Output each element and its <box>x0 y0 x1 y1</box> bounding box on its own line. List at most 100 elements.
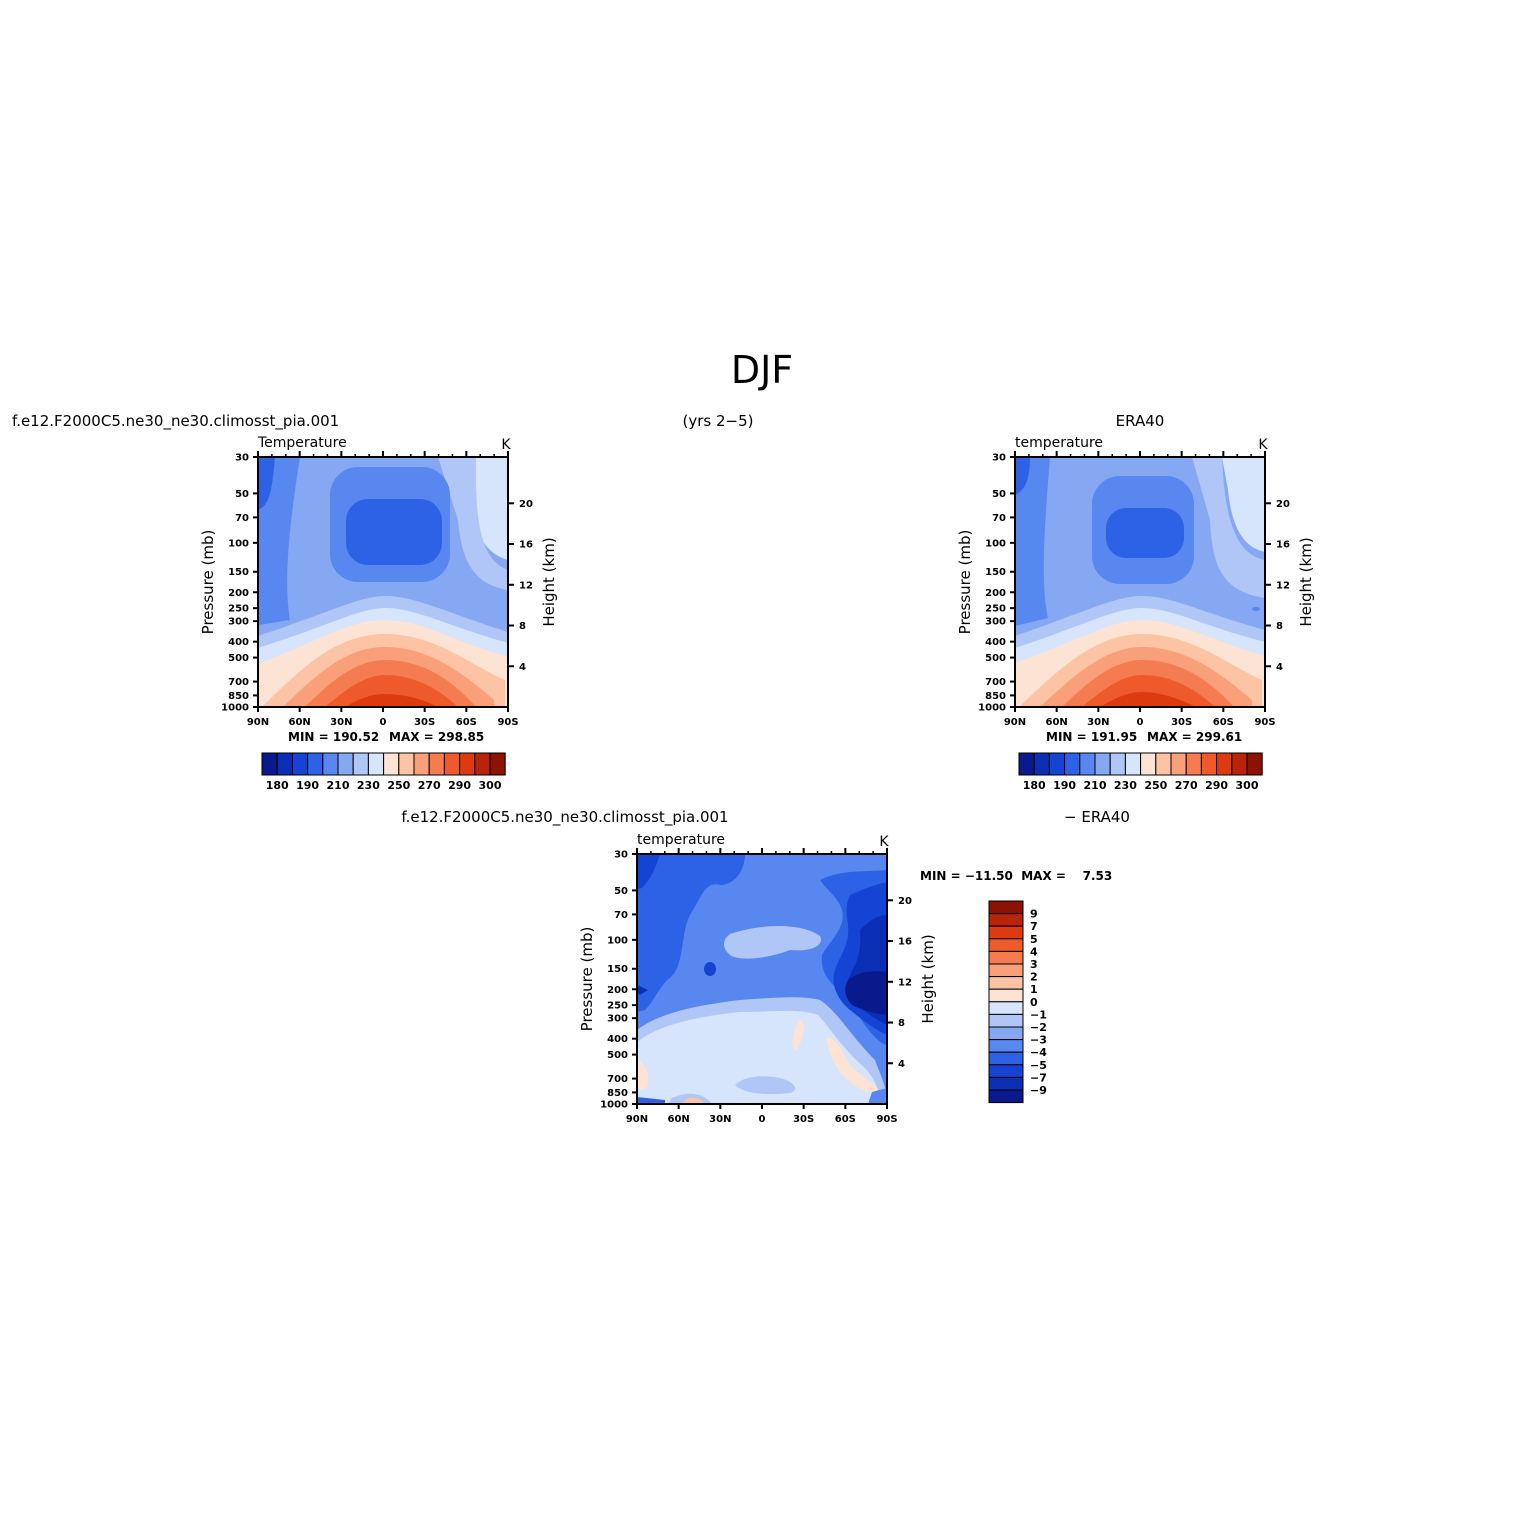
colorbar-label: 0 <box>1030 996 1038 1009</box>
y-tick-label: 400 <box>985 637 1006 648</box>
diff-fill-minus4-sfc <box>637 1097 665 1104</box>
colorbar-label: −3 <box>1030 1034 1047 1047</box>
y-tick-label: 400 <box>607 1034 628 1045</box>
colorbar-label: 190 <box>296 779 319 792</box>
obs-fill-295 <box>1100 692 1196 707</box>
colorbar-label: 7 <box>1030 920 1038 933</box>
model-axes: 90N 60N 30N 0 30S 60S 90S 30 50 70 100 150 200 250 300… <box>221 451 533 728</box>
colorbar-box <box>276 752 293 776</box>
colorbar-box <box>1216 752 1233 776</box>
colorbar-box <box>1018 752 1035 776</box>
model-variable-label: Temperature <box>257 435 347 451</box>
colorbar-box <box>1155 752 1172 776</box>
colorbar-box <box>1231 752 1248 776</box>
y2-tick-label: 16 <box>519 540 533 551</box>
colorbar-box <box>307 752 324 776</box>
obs-fill-speck <box>1252 607 1260 611</box>
obs-header: ERA40 <box>1116 412 1165 430</box>
diff-panel: temperature K 90N 60N 30N 0 30S 60S <box>578 832 1112 1125</box>
colorbar-box <box>459 752 476 776</box>
obs-variable-label: temperature <box>1015 435 1103 451</box>
y-tick-label: 150 <box>607 964 628 975</box>
y-tick-label: 500 <box>228 653 249 664</box>
y-tick-label: 850 <box>985 691 1006 702</box>
model-fill-200-west <box>258 457 275 510</box>
colorbar-box <box>988 1076 1024 1091</box>
colorbar-label: 300 <box>1236 779 1259 792</box>
y-tick-label: 700 <box>228 677 249 688</box>
diff-fill-minus4-west <box>637 854 745 1012</box>
x-tick-label: 90N <box>247 717 269 728</box>
colorbar-box <box>1140 752 1157 776</box>
x-tick-label: 0 <box>759 1114 766 1125</box>
x-tick-label: 30N <box>330 717 352 728</box>
model-panel: Temperature K 90N 60N 30N 0 30S 60S 90S 30 50 70 1… <box>199 435 558 792</box>
model-fill-200-core <box>346 499 442 565</box>
colorbar-label: 2 <box>1030 971 1038 984</box>
colorbar-label: 250 <box>387 779 410 792</box>
y-tick-label: 50 <box>614 886 628 897</box>
x-tick-label: 0 <box>380 717 387 728</box>
y-tick-label: 250 <box>985 604 1006 615</box>
colorbar-box <box>1185 752 1202 776</box>
y2-tick-label: 20 <box>898 896 912 907</box>
colorbar-box <box>1094 752 1111 776</box>
x-tick-label: 60S <box>456 717 477 728</box>
y-tick-label: 700 <box>985 677 1006 688</box>
obs-panel: temperature K 90N 60N 30N 0 30S 60S 90S 30 50 70 1… <box>956 435 1315 792</box>
x-tick-label: 60N <box>668 1114 690 1125</box>
colorbar-box <box>988 988 1024 1003</box>
y2-tick-label: 4 <box>519 662 526 673</box>
diff-fill-minus2-band <box>724 926 821 959</box>
colorbar-label: 180 <box>1023 779 1046 792</box>
y2-tick-label: 8 <box>519 621 526 632</box>
y-tick-label: 50 <box>992 489 1006 500</box>
y2-tick-label: 12 <box>519 580 533 591</box>
y-tick-label: 500 <box>607 1050 628 1061</box>
colorbar-label: 3 <box>1030 958 1038 971</box>
y2-tick-label: 8 <box>1276 621 1283 632</box>
colorbar-label: 9 <box>1030 908 1038 921</box>
x-tick-label: 30N <box>1087 717 1109 728</box>
diff-fill-0-west <box>637 1060 649 1090</box>
diff-fill-minus2-pocket <box>735 1076 796 1095</box>
y-tick-label: 50 <box>235 489 249 500</box>
obs-contour-field <box>1015 457 1265 707</box>
diff-fill-1-sfc <box>682 1097 705 1104</box>
y-tick-label: 30 <box>235 453 249 464</box>
x-tick-label: 30S <box>793 1114 814 1125</box>
colorbar-box <box>988 950 1024 965</box>
obs-units-label: K <box>1258 437 1268 453</box>
colorbar-box <box>988 938 1024 952</box>
y-tick-label: 200 <box>607 985 628 996</box>
colorbar-label: 270 <box>418 779 441 792</box>
colorbar-box <box>988 900 1024 915</box>
diff-fill-minus7-edge <box>637 985 648 995</box>
y-tick-label: 1000 <box>221 703 249 714</box>
model-fill-290 <box>325 675 458 707</box>
colorbar-box <box>489 752 506 776</box>
diff-stat-label: MIN = −11.50 MAX = 7.53 <box>920 869 1112 883</box>
diff-fill-minus1-low <box>637 1010 880 1104</box>
y-tick-label: 70 <box>992 513 1006 524</box>
x-tick-label: 60N <box>289 717 311 728</box>
colorbar-label: 1 <box>1030 983 1038 996</box>
colorbar-box <box>1079 752 1096 776</box>
diff-variable-label: temperature <box>637 832 725 848</box>
y-tick-label: 30 <box>992 453 1006 464</box>
model-units-label: K <box>501 437 511 453</box>
colorbar-box <box>988 925 1024 940</box>
y2-tick-label: 12 <box>898 977 912 988</box>
y-tick-label: 250 <box>228 604 249 615</box>
colorbar-box <box>988 1089 1024 1104</box>
y-tick-label: 70 <box>235 513 249 524</box>
x-tick-label: 30S <box>414 717 435 728</box>
y-tick-label: 1000 <box>600 1100 628 1111</box>
obs-axes: 90N 60N 30N 0 30S 60S 90S 30 50 70 100 150 200 250 300… <box>978 451 1290 728</box>
colorbar-label: −7 <box>1030 1071 1047 1084</box>
colorbar-label: 230 <box>1114 779 1137 792</box>
x-tick-label: 90S <box>1254 717 1275 728</box>
colorbar-label: −4 <box>1030 1046 1047 1059</box>
colorbar-box <box>337 752 354 776</box>
